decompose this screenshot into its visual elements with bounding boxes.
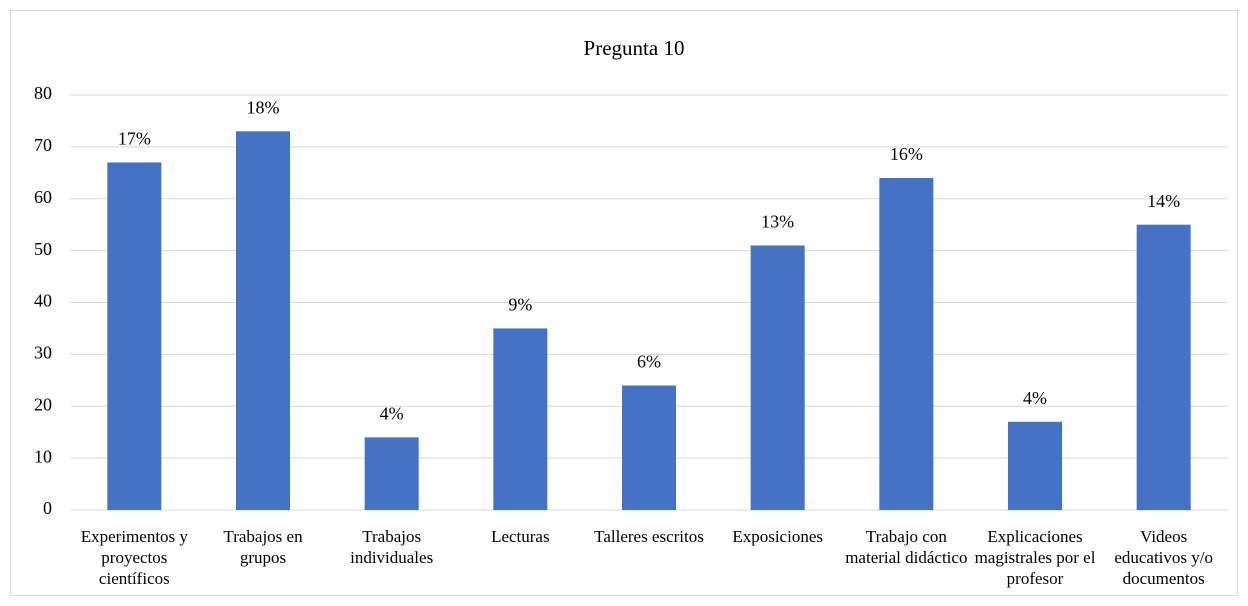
y-tick-label: 30 bbox=[34, 343, 52, 363]
x-tick-label: Trabajos en grupos bbox=[223, 527, 303, 567]
data-label: 14% bbox=[1147, 191, 1180, 211]
y-tick-label: 40 bbox=[34, 291, 52, 311]
data-label: 13% bbox=[761, 212, 794, 232]
y-tick-label: 70 bbox=[34, 135, 52, 155]
bar bbox=[879, 178, 934, 510]
data-label: 9% bbox=[508, 295, 532, 315]
data-label: 4% bbox=[1023, 388, 1047, 408]
bar bbox=[1008, 421, 1062, 510]
x-tick-label: Videos educativos y/o documentos bbox=[1114, 527, 1213, 588]
data-label: 4% bbox=[380, 404, 404, 424]
bar bbox=[236, 131, 290, 510]
x-tick-label: Exposiciones bbox=[732, 527, 823, 546]
y-tick-label: 10 bbox=[34, 446, 52, 466]
bar bbox=[750, 245, 805, 510]
y-tick-label: 0 bbox=[43, 498, 52, 518]
data-label: 18% bbox=[247, 97, 280, 117]
bar bbox=[1136, 224, 1191, 510]
data-label: 17% bbox=[118, 129, 151, 149]
bar bbox=[493, 328, 548, 510]
x-tick-label: Trabajo con material didáctico bbox=[845, 527, 968, 567]
y-tick-label: 80 bbox=[34, 83, 52, 103]
x-tick-label: Explicaciones magistrales por el profeso… bbox=[974, 527, 1096, 588]
y-tick-label: 60 bbox=[34, 187, 52, 207]
y-tick-label: 50 bbox=[34, 239, 52, 259]
bar bbox=[107, 162, 162, 510]
chart-title: Pregunta 10 bbox=[584, 36, 685, 60]
y-tick-label: 20 bbox=[34, 394, 52, 414]
x-tick-label: Trabajos individuales bbox=[350, 527, 434, 567]
x-tick-label: Talleres escritos bbox=[594, 527, 704, 546]
data-label: 16% bbox=[890, 144, 923, 164]
x-tick-label: Lecturas bbox=[491, 527, 550, 546]
bar bbox=[364, 437, 419, 510]
data-label: 6% bbox=[637, 352, 661, 372]
x-tick-label: Experimentos y proyectos científicos bbox=[80, 527, 188, 588]
bar bbox=[622, 385, 676, 510]
